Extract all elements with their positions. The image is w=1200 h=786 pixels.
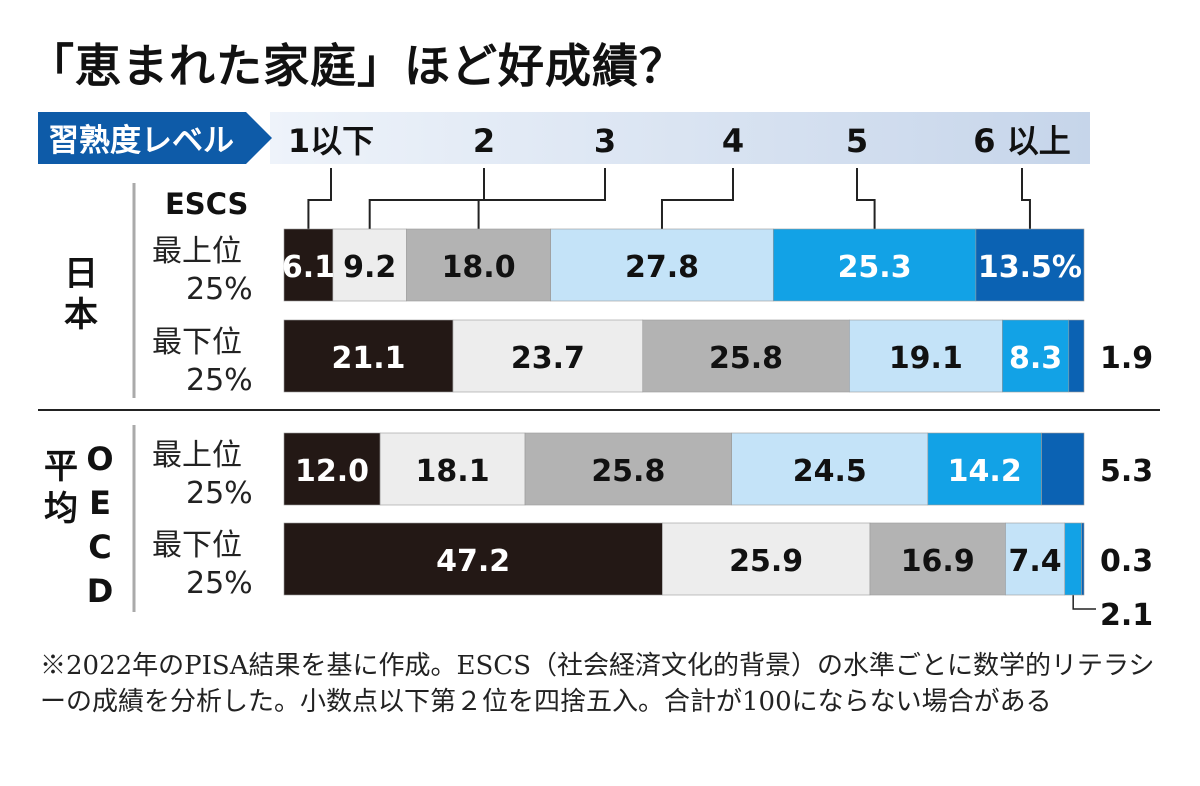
row-label-0-line2: 25% [186,272,253,307]
bar-row3-level5 [1064,522,1082,596]
value-label-row2-level2: 18.1 [416,454,490,489]
bar-row2-level4 [731,432,929,506]
level-label-6: 6 以上 [973,122,1070,160]
bar-row1-level3 [642,319,850,393]
level-label-2: 2 [473,122,495,160]
level-label-4: 4 [722,122,744,160]
value-label-row3-level1: 47.2 [436,544,510,579]
level-labels: 1以下 2 3 4 5 6 以上 [288,122,1071,160]
bar-row3-level4 [1005,522,1066,596]
bar-row2-level5 [927,432,1042,506]
oecd-letter-0: O [86,440,113,478]
row-label-1-line2: 25% [186,363,253,398]
value-label-row2-level1: 12.0 [295,454,369,489]
footnote: ※2022年のPISA結果を基に作成。ESCS（社会経済文化的背景）の水準ごとに… [40,651,1155,717]
oecd-letter-3: D [87,572,114,610]
bar-row0-level3 [406,228,551,302]
value-label-row3-level4: 7.4 [1009,544,1062,579]
value-label-row3-level3: 16.9 [901,544,975,579]
value-label-row2-level5: 14.2 [948,454,1022,489]
row-label-2-line1: 最上位 [152,438,242,473]
bar-row0-level6 [975,228,1085,302]
value-label-row2-level3: 25.8 [591,454,665,489]
value-label-row0-level6: 13.5% [978,250,1082,285]
oecd-avg-char-2: 均 [44,489,78,529]
level-label-1: 1以下 [288,122,374,160]
connector-level5 [856,168,876,229]
bar-row2-level1 [283,432,381,506]
bar-row3-level2 [662,522,871,596]
value-label-row2-level6: 5.3 [1100,454,1153,489]
value-label-row0-level4: 27.8 [625,250,699,285]
value-labels: 6.1 9.2 18.0 27.8 25.3 13.5% 21.1 23.7 25.8 19.1 8… [282,250,1153,633]
connector-level6 [1021,168,1031,229]
bar-row1-level1 [283,319,454,393]
row-label-2-line2: 25% [186,476,253,511]
bar-row2-level6 [1041,432,1085,506]
oecd-letter-1: E [89,484,111,522]
connector-level3 [477,168,606,229]
row-label-1-line1: 最下位 [152,325,242,360]
bar-row1-level2 [452,319,644,393]
value-label-row1-level4: 19.1 [889,341,963,376]
leader-row3-level5 [1072,595,1096,610]
connector-level1 [307,168,332,229]
value-label-row3-level2: 25.9 [729,544,803,579]
value-label-row1-level1: 21.1 [331,341,405,376]
value-label-row3-level6: 0.3 [1100,544,1153,579]
bar-row3-level3 [869,522,1006,596]
value-label-row0-level3: 18.0 [442,250,516,285]
row-label-3-line1: 最下位 [152,528,242,563]
level-label-5: 5 [846,122,868,160]
bar-row1-level5 [1002,319,1070,393]
value-label-row2-level4: 24.5 [793,454,867,489]
value-label-row0-level2: 9.2 [343,250,396,285]
japan-char-2: 本 [64,295,98,335]
value-label-row1-level5: 8.3 [1009,341,1062,376]
value-label-row1-level6: 1.9 [1100,341,1153,376]
escs-header: ESCS [165,187,248,221]
oecd-avg-char-1: 平 [44,447,78,487]
row-label-3-line2: 25% [186,566,253,601]
level-label-3: 3 [594,122,616,160]
level-connector-lines [307,168,1096,610]
value-label-row1-level3: 25.8 [709,341,783,376]
connector-level2 [368,168,485,229]
bar-row3-level1 [283,522,663,596]
connector-level4 [660,168,734,229]
bar-row2-level3 [524,432,732,506]
bar-row0-level1 [283,228,334,302]
level-header-tag [38,112,272,164]
bar-row0-level4 [550,228,774,302]
oecd-letter-2: C [88,528,111,566]
level-header-background [270,112,1090,164]
bar-row1-level4 [849,319,1003,393]
bar-row3-level6 [1081,522,1085,596]
row-label-0-line1: 最上位 [152,234,242,269]
chart-title: 「恵まれた家庭」ほど好成績？ [28,39,686,93]
bar-row1-level6 [1068,319,1085,393]
bar-row0-level5 [772,228,977,302]
value-label-row3-level5: 2.1 [1100,598,1153,633]
value-label-row0-level5: 25.3 [838,250,912,285]
value-label-row0-level1: 6.1 [282,250,335,285]
bar-row2-level2 [379,432,526,506]
bar-row0-level2 [332,228,407,302]
bars [283,228,1085,596]
level-header-label: 習熟度レベル [48,123,234,159]
japan-char-1: 日 [64,254,98,294]
value-label-row1-level2: 23.7 [511,341,585,376]
